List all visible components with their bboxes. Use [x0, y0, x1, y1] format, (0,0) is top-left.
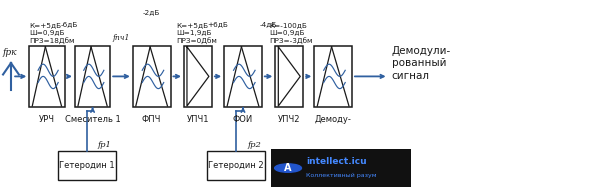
Bar	[207, 151, 265, 180]
Text: -4дБ: -4дБ	[260, 21, 277, 27]
Text: fрк: fрк	[2, 48, 17, 57]
Bar	[224, 46, 262, 107]
Text: fр1: fр1	[97, 141, 111, 149]
Text: fпч1: fпч1	[113, 34, 130, 42]
Text: Гетеродин 1: Гетеродин 1	[59, 161, 114, 170]
Text: +6дБ: +6дБ	[208, 21, 228, 27]
Text: К=+5дБ
Ш=0,9дБ
ПРЗ=18Дбм: К=+5дБ Ш=0,9дБ ПРЗ=18Дбм	[29, 22, 75, 44]
Text: Демодули-
рованный
сигнал: Демодули- рованный сигнал	[392, 46, 451, 81]
Text: Демоду-: Демоду-	[315, 115, 351, 124]
Bar	[271, 149, 411, 187]
Bar	[184, 46, 212, 107]
Bar	[58, 151, 116, 180]
Text: УРЧ: УРЧ	[39, 115, 55, 124]
Text: К=+5дБ
Ш=1,9дБ
ПРЗ=0Дбм: К=+5дБ Ш=1,9дБ ПРЗ=0Дбм	[177, 22, 217, 44]
Text: A: A	[284, 163, 292, 173]
Circle shape	[275, 164, 301, 172]
Text: УПЧ1: УПЧ1	[187, 115, 209, 124]
Text: -2дБ: -2дБ	[143, 9, 160, 15]
Text: УПЧ2: УПЧ2	[278, 115, 300, 124]
Bar	[75, 46, 110, 107]
Text: intellect.icu: intellect.icu	[306, 157, 367, 166]
Text: fр2: fр2	[248, 141, 262, 149]
Text: ФОИ: ФОИ	[233, 115, 253, 124]
Bar	[275, 46, 303, 107]
Text: К=-100дБ
Ш=0,9дБ
ПРЗ=-3Дбм: К=-100дБ Ш=0,9дБ ПРЗ=-3Дбм	[269, 22, 312, 44]
Bar	[314, 46, 352, 107]
Bar	[133, 46, 171, 107]
Text: Смеситель 1: Смеситель 1	[65, 115, 121, 124]
Text: Коллективный разум: Коллективный разум	[306, 173, 377, 178]
Bar	[29, 46, 65, 107]
Text: Гетеродин 2: Гетеродин 2	[208, 161, 264, 170]
Text: ФПЧ: ФПЧ	[142, 115, 161, 124]
Text: -6дБ: -6дБ	[61, 21, 79, 27]
